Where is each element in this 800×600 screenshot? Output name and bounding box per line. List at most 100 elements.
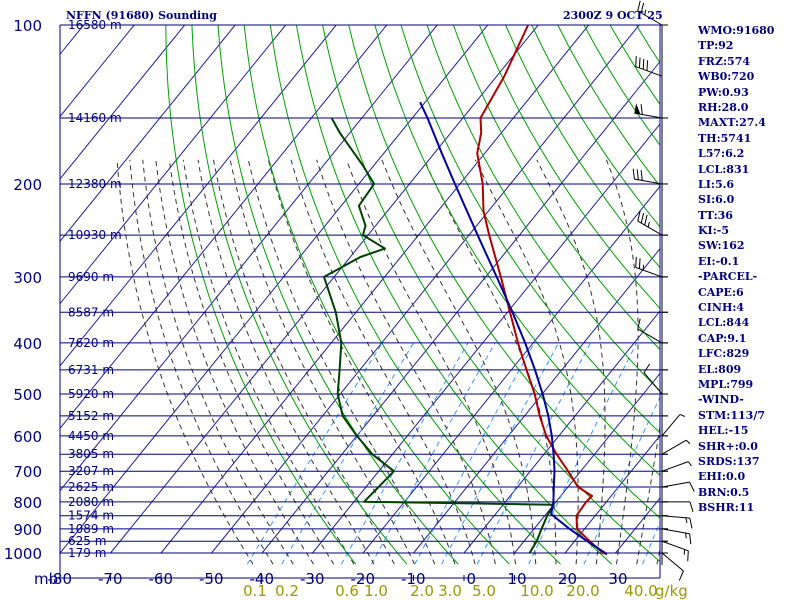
temperature-tick-label: 20 — [558, 570, 577, 588]
wind-barb — [662, 501, 694, 512]
isotherm-line — [413, 247, 660, 554]
isotherm-lines — [60, 25, 660, 554]
height-labels: 16580 m 14160 m 12380 m 10930 m 9690 m 8587 m… — [68, 18, 122, 560]
height-label: 3805 m — [68, 447, 114, 461]
sounding-series — [323, 25, 608, 556]
isotherm-line — [261, 60, 660, 554]
mixing-ratio-axis: 0.1 0.2 0.6 1.0 2.0 3.0 5.0 10.0 20.0 40.0g/kg — [243, 582, 688, 600]
wind-barb — [637, 0, 663, 26]
pressure-tick-label: 1000 — [4, 545, 42, 563]
sounding-index: CAP:9.1 — [698, 331, 747, 345]
dry-adiabat-line — [217, 25, 459, 565]
height-label: 5920 m — [68, 387, 114, 401]
temperature-axis: -80 -70 -60 -50 -40 -30 -20 -10 0 10 20 30 — [48, 570, 628, 588]
pressure-level-lines — [59, 24, 668, 579]
sounding-index: SI:6.0 — [698, 193, 735, 207]
moist-adiabat-line — [346, 159, 516, 565]
moist-adiabat-line — [290, 159, 476, 565]
wind-barb-half-flag — [685, 532, 687, 539]
wind-barb-flag — [689, 481, 695, 492]
isotherm-line — [564, 434, 660, 554]
wind-barb-half-flag — [687, 461, 692, 467]
wind-barb-flag — [640, 2, 645, 14]
wind-barb-staff — [661, 481, 690, 488]
mixing-ratio-unit: g/kg — [655, 582, 688, 600]
sounding-index: LFC:829 — [698, 347, 750, 361]
isotherm-line — [60, 25, 438, 492]
wind-barb-staff — [635, 266, 663, 278]
isotherm-line — [362, 185, 660, 554]
wind-barb-flag — [644, 214, 648, 226]
parcel-line — [419, 101, 608, 555]
wind-barb-flag — [635, 256, 637, 268]
sounding-index: WMO:91680 — [698, 24, 775, 37]
sounding-index: KI:-5 — [698, 224, 729, 238]
temperature-tick-label: -70 — [98, 570, 123, 588]
moist-adiabat-line — [536, 159, 606, 565]
moist-adiabat-line — [247, 159, 436, 565]
dry-adiabat-line — [269, 25, 561, 565]
isotherm-line — [60, 25, 337, 367]
wind-barb — [632, 168, 663, 185]
mixing-ratio-line — [476, 342, 591, 565]
sounding-index: SW:162 — [698, 239, 745, 253]
wind-barb — [661, 481, 695, 492]
mixing-ratio-line — [441, 342, 560, 565]
pressure-tick-label: 400 — [13, 335, 42, 353]
mixing-ratio-label: 5.0 — [472, 582, 496, 600]
sounding-index: FRZ:574 — [698, 54, 751, 68]
wind-barb-flag — [689, 501, 694, 512]
wind-barb-flag — [678, 570, 684, 581]
height-label: 1574 m — [68, 509, 114, 523]
isotherm-line — [110, 25, 539, 554]
wind-barb-flag — [640, 212, 645, 224]
moist-adiabat-line — [605, 159, 639, 565]
sounding-index: RH:28.0 — [698, 100, 749, 114]
sounding-index: L57:6.2 — [698, 147, 745, 161]
wind-barb — [634, 103, 663, 119]
sounding-timestamp: 2300Z 9 OCT 25 — [563, 9, 663, 22]
sounding-index: CINH:4 — [698, 301, 745, 315]
height-label: 5152 m — [68, 409, 114, 423]
wind-barb — [661, 528, 692, 545]
wind-barb-half-flag — [679, 413, 685, 417]
moist-adiabat-line — [182, 159, 355, 565]
height-label: 16580 m — [68, 18, 122, 32]
height-label: 6731 m — [68, 363, 114, 377]
dry-adiabat-line — [478, 25, 660, 310]
isotherm-line — [60, 25, 388, 430]
mixing-ratio-label: 0.2 — [275, 582, 299, 600]
wind-barb — [643, 363, 663, 395]
wind-barb-half-flag — [647, 221, 650, 228]
mixing-ratio-label: 0.6 — [335, 582, 359, 600]
wind-barb-flag — [637, 210, 641, 222]
sounding-index: EI:-0.1 — [698, 254, 740, 268]
height-label: 12380 m — [68, 177, 122, 191]
wind-barb-half-flag — [685, 517, 688, 524]
wind-barb-staff — [643, 372, 663, 395]
wind-barb-flag — [689, 518, 693, 529]
sounding-index: -PARCEL- — [698, 270, 758, 284]
height-label: 14160 m — [68, 111, 122, 125]
sounding-index: CAPE:6 — [698, 285, 744, 299]
wind-barb-half-flag — [644, 9, 647, 16]
dry-adiabat-line — [348, 25, 660, 519]
temperature-tick-label: -10 — [401, 570, 426, 588]
sounding-index: STM:113/7 — [698, 408, 765, 422]
wind-barb-flag — [638, 258, 641, 269]
isotherm-line — [514, 372, 660, 554]
mixing-ratio-line — [281, 342, 415, 565]
mixing-ratio-line — [528, 342, 638, 565]
wind-barb — [637, 318, 663, 344]
mixing-ratio-label: 0.1 — [243, 582, 267, 600]
mixing-ratio-line — [246, 342, 383, 565]
temperature-tick-label: -80 — [48, 570, 73, 588]
moist-adiabat-line — [197, 159, 375, 565]
sounding-index: TT:36 — [698, 208, 733, 222]
dry-adiabat-line — [505, 25, 660, 269]
temperature-tick-label: -20 — [351, 570, 376, 588]
sounding-index: LCL:831 — [698, 162, 750, 176]
height-label: 625 m — [68, 534, 106, 548]
sounding-index: WB0:720 — [698, 70, 755, 84]
height-label: 9690 m — [68, 270, 114, 284]
